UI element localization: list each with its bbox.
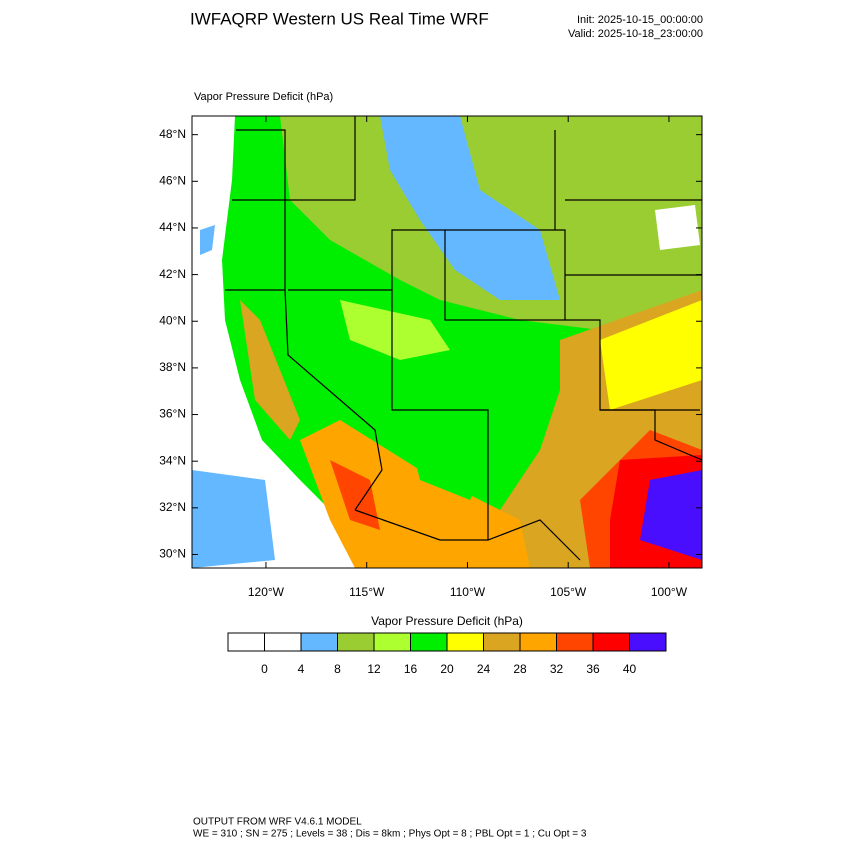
colorbar-box [337, 632, 375, 652]
colorbar-box [410, 632, 448, 652]
lon-tick-label: 100°W [651, 585, 688, 599]
colorbar-box [519, 632, 557, 652]
lat-tick-label: 48°N [159, 127, 186, 141]
colorbar-label: 36 [586, 662, 600, 676]
colorbar-box [373, 632, 411, 652]
title: IWFAQRP Western US Real Time WRF [190, 9, 489, 28]
lat-tick-label: 30°N [159, 547, 186, 561]
valid-time: Valid: 2025-10-18_23:00:00 [568, 28, 703, 40]
colorbar-box [483, 632, 521, 652]
lon-tick-label: 105°W [550, 585, 587, 599]
colorbar-label: 12 [367, 662, 381, 676]
colorbar-label: 24 [477, 662, 491, 676]
colorbar-title: Vapor Pressure Deficit (hPa) [371, 614, 523, 628]
colorbar-box [446, 632, 484, 652]
colorbar-box [556, 632, 594, 652]
colorbar-box [629, 632, 667, 652]
lat-tick-label: 44°N [159, 220, 186, 234]
lat-tick-label: 42°N [159, 267, 186, 281]
lat-tick-label: 40°N [159, 313, 186, 327]
lon-tick-label: 115°W [349, 585, 385, 599]
colorbar-label: 8 [334, 662, 341, 676]
colorbar-label: 32 [550, 662, 564, 676]
lat-tick-label: 32°N [159, 500, 186, 514]
colorbar-label: 40 [623, 662, 637, 676]
colorbar-label: 0 [261, 662, 268, 676]
colorbar-label: 4 [298, 662, 305, 676]
lon-tick-label: 120°W [248, 585, 285, 599]
colorbar-label: 20 [440, 662, 454, 676]
lat-tick-label: 38°N [159, 360, 186, 374]
init-time: Init: 2025-10-15_00:00:00 [577, 14, 703, 26]
colorbar-box [592, 632, 630, 652]
colorbar-box [227, 632, 265, 652]
lat-tick-label: 34°N [159, 453, 186, 467]
colorbar-label: 16 [404, 662, 418, 676]
map-frame [191, 115, 703, 569]
lat-tick-label: 46°N [159, 173, 186, 187]
map [192, 116, 702, 568]
lat-tick-label: 36°N [159, 407, 186, 421]
colorbar-label: 28 [513, 662, 527, 676]
colorbar-box [300, 632, 338, 652]
lon-tick-label: 110°W [450, 585, 486, 599]
footer-line: OUTPUT FROM WRF V4.6.1 MODEL [193, 817, 362, 828]
colorbar-box [264, 632, 302, 652]
field-label: Vapor Pressure Deficit (hPa) [194, 91, 333, 103]
footer-line: WE = 310 ; SN = 275 ; Levels = 38 ; Dis … [193, 829, 587, 840]
